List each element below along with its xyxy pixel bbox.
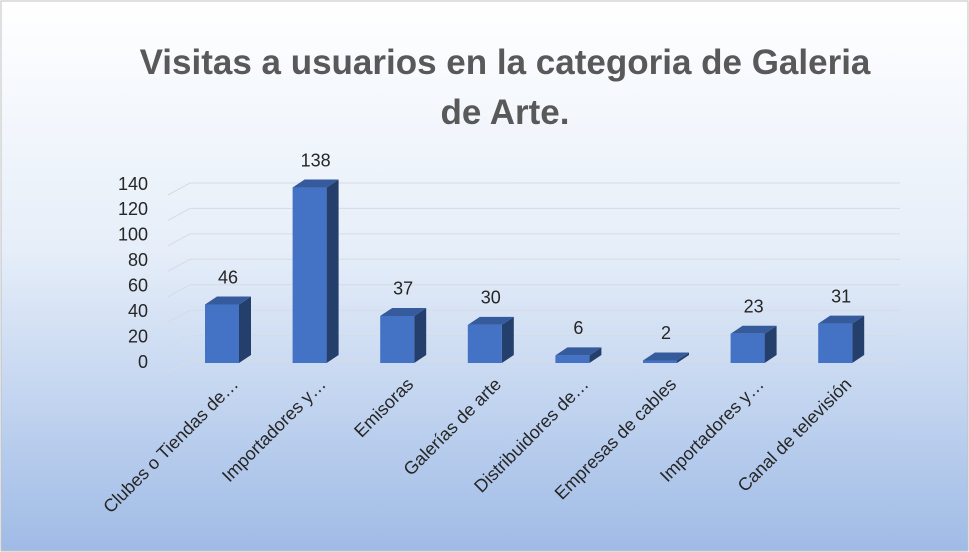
bar-top bbox=[818, 315, 865, 324]
bar bbox=[467, 316, 514, 363]
bar-side bbox=[414, 307, 427, 363]
y-tick-label: 60 bbox=[128, 275, 148, 295]
bar-front bbox=[730, 333, 765, 363]
grid-line bbox=[167, 284, 900, 298]
grid-line bbox=[167, 335, 900, 349]
bar-top bbox=[555, 347, 602, 356]
y-tick-label: 120 bbox=[118, 199, 148, 219]
bar-front bbox=[205, 304, 239, 363]
bar-front bbox=[818, 323, 853, 363]
grid-line bbox=[167, 309, 900, 323]
data-label: 37 bbox=[393, 279, 413, 299]
bar-front bbox=[643, 360, 677, 363]
y-tick-label: 20 bbox=[128, 326, 148, 346]
bar-side bbox=[764, 325, 777, 363]
bar-top bbox=[292, 179, 339, 188]
bar bbox=[292, 179, 339, 363]
bar-side bbox=[852, 315, 865, 363]
grid-line bbox=[167, 233, 900, 247]
grid-line bbox=[167, 182, 900, 196]
bar-front bbox=[380, 315, 415, 363]
data-label: 6 bbox=[573, 318, 583, 338]
data-label: 2 bbox=[661, 323, 671, 343]
grid-line bbox=[167, 258, 900, 272]
y-tick-label: 0 bbox=[138, 352, 148, 372]
bar-front bbox=[292, 187, 327, 363]
bar bbox=[205, 296, 251, 363]
bar-front bbox=[555, 355, 590, 363]
bar bbox=[380, 307, 427, 363]
bar-top bbox=[205, 296, 251, 305]
data-label: 31 bbox=[831, 286, 851, 306]
bar-top bbox=[643, 352, 689, 361]
data-label: 46 bbox=[218, 267, 238, 287]
y-tick-label: 40 bbox=[128, 301, 148, 321]
y-tick-label: 100 bbox=[118, 225, 148, 245]
bar-side bbox=[589, 347, 602, 363]
y-tick-label: 80 bbox=[128, 250, 148, 270]
bar-top bbox=[380, 307, 427, 316]
chart-title: Visitas a usuarios en la categoria de Ga… bbox=[139, 43, 871, 132]
data-label: 138 bbox=[301, 150, 331, 170]
bar-top bbox=[730, 325, 777, 334]
bar bbox=[643, 352, 689, 363]
bar-top bbox=[467, 316, 514, 325]
bar bbox=[730, 325, 777, 363]
bar bbox=[818, 315, 865, 363]
bar-front bbox=[467, 324, 502, 363]
bar bbox=[555, 347, 602, 363]
data-label: 30 bbox=[481, 288, 501, 308]
y-tick-label: 140 bbox=[118, 174, 148, 194]
grid-line bbox=[167, 207, 900, 221]
bar-side bbox=[326, 179, 339, 363]
bar-side bbox=[501, 316, 514, 363]
bar-side bbox=[677, 352, 689, 363]
data-label: 23 bbox=[744, 297, 764, 317]
bar-side bbox=[239, 296, 251, 363]
